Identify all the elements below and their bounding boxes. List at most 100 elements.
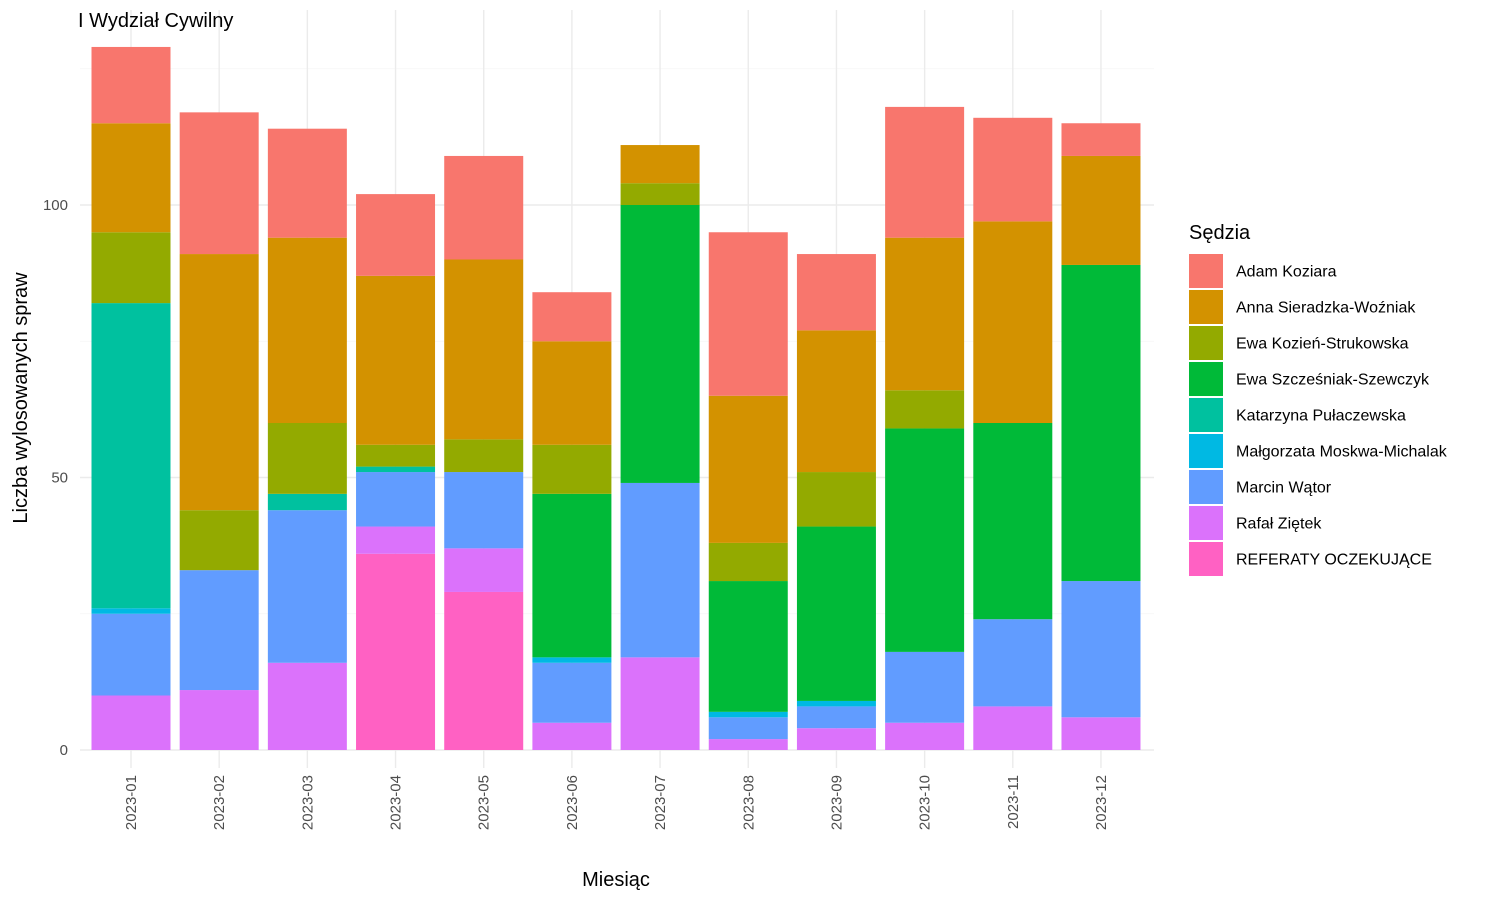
x-tick-label: 2023-11 xyxy=(1005,775,1022,829)
bar-segment: Adam Koziara: 15 xyxy=(356,194,436,276)
x-tick-label: 2023-04 xyxy=(388,775,405,830)
bar-segment: Adam Koziara: 14 xyxy=(796,254,876,331)
bar-segment: Rafał Ziętek: 8 xyxy=(973,706,1053,750)
bar-segment: Marcin Wątor: 13 xyxy=(885,651,965,723)
bar-segment: Rafał Ziętek: 16 xyxy=(267,662,347,750)
bar-segment: Rafał Ziętek: 4 xyxy=(796,728,876,750)
bar-segment: Ewa Kozień-Strukowska: 13 xyxy=(91,232,171,304)
bar-segment: Adam Koziara: 9 xyxy=(532,292,612,342)
legend-label: Ewa Szcześniak-Szewczyk xyxy=(1236,372,1430,389)
x-tick-label: 2023-08 xyxy=(740,775,757,830)
bar-segment: Rafał Ziętek: 5 xyxy=(356,526,436,554)
y-tick-label: 0 xyxy=(60,742,68,759)
legend-title: Sędzia xyxy=(1189,222,1251,244)
bar-segment: Ewa Szcześniak-Szewczyk: 32 xyxy=(796,526,876,701)
x-tick-label: 2023-07 xyxy=(652,775,669,830)
legend-swatch xyxy=(1189,434,1223,468)
bar-segment: Marcin Wątor: 10 xyxy=(356,472,436,527)
bar-segment: Małgorzata Moskwa-Michalak: 1 xyxy=(796,700,876,707)
bar-segment: Adam Koziara: 14 xyxy=(91,46,171,124)
y-tick-label: 50 xyxy=(51,470,68,487)
bar-segment: Anna Sieradzka-Woźniak: 19 xyxy=(532,341,612,445)
legend-label: Adam Koziara xyxy=(1236,264,1337,281)
legend-label: Ewa Kozień-Strukowska xyxy=(1236,336,1409,353)
bar-segment: Marcin Wątor: 28 xyxy=(267,510,347,663)
x-tick-label: 2023-01 xyxy=(123,775,140,830)
bar-segment: Anna Sieradzka-Woźniak: 20 xyxy=(1061,155,1141,265)
bar-segment: Anna Sieradzka-Woźniak: 28 xyxy=(885,237,965,391)
bar-segment: Marcin Wątor: 11 xyxy=(532,662,612,723)
bar-segment: Adam Koziara: 6 xyxy=(1061,123,1141,156)
legend-label: Katarzyna Pułaczewska xyxy=(1236,408,1406,425)
legend-label: Anna Sieradzka-Woźniak xyxy=(1236,300,1416,317)
bar-segment: Rafał Ziętek: 17 xyxy=(620,657,700,750)
bar-segment: Rafał Ziętek: 5 xyxy=(532,722,612,750)
bar-segment: Marcin Wątor: 14 xyxy=(444,472,524,549)
bar-segment: Rafał Ziętek: 10 xyxy=(91,695,171,750)
bar-segment: Rafał Ziętek: 8 xyxy=(444,548,524,592)
bar-segment: Anna Sieradzka-Woźniak: 47 xyxy=(179,254,259,511)
bar-segment: Katarzyna Pułaczewska: 3 xyxy=(267,493,347,511)
legend-swatch xyxy=(1189,470,1223,504)
bar-segment: Ewa Kozień-Strukowska: 13 xyxy=(267,423,347,494)
legend-swatch xyxy=(1189,326,1223,360)
bar-segment: Marcin Wątor: 32 xyxy=(620,482,700,658)
bar-segment: Adam Koziara: 24 xyxy=(885,106,965,238)
bar-segment: Adam Koziara: 26 xyxy=(179,112,259,255)
bar-segment: Ewa Kozień-Strukowska: 7 xyxy=(708,542,788,582)
x-tick-label: 2023-06 xyxy=(564,775,581,830)
bar-segment: Ewa Kozień-Strukowska: 9 xyxy=(532,444,612,494)
legend-label: Małgorzata Moskwa-Michalak xyxy=(1236,444,1448,461)
legend-swatch xyxy=(1189,254,1223,288)
bar-segment: Małgorzata Moskwa-Michalak: 1 xyxy=(532,657,612,663)
bar-segment: REFERATY OCZEKUJĄCE: 36 xyxy=(356,553,436,750)
y-axis-title: Liczba wylosowanych spraw xyxy=(10,272,32,524)
bar-segment: Ewa Kozień-Strukowska: 4 xyxy=(620,183,700,205)
bar-segment: Adam Koziara: 20 xyxy=(267,128,347,238)
legend-label: Rafał Ziętek xyxy=(1236,516,1322,533)
x-axis-title: Miesiąc xyxy=(582,869,650,891)
bar-segment: Anna Sieradzka-Woźniak: 37 xyxy=(973,221,1053,423)
bar-segment: Rafał Ziętek: 6 xyxy=(1061,717,1141,750)
bar-segment: Ewa Kozień-Strukowska: 11 xyxy=(179,510,259,571)
bar-segment: Marcin Wątor: 4 xyxy=(708,717,788,740)
chart-title: I Wydział Cywilny xyxy=(78,10,233,32)
bar-segment: Marcin Wątor: 16 xyxy=(973,619,1053,707)
legend-swatch xyxy=(1189,542,1223,576)
bar-segment: Anna Sieradzka-Woźniak: 33 xyxy=(444,259,524,440)
bar-segment: Małgorzata Moskwa-Michalak: 1 xyxy=(91,608,171,614)
bar-segment: Anna Sieradzka-Woźniak: 20 xyxy=(91,123,171,233)
legend-label: REFERATY OCZEKUJĄCE xyxy=(1236,552,1432,569)
x-tick-label: 2023-10 xyxy=(917,775,934,830)
bar-segment: Ewa Szcześniak-Szewczyk: 41 xyxy=(885,428,965,652)
bar-segment: Adam Koziara: 30 xyxy=(708,232,788,396)
x-tick-label: 2023-03 xyxy=(299,775,316,830)
bar-segment: Marcin Wątor: 25 xyxy=(1061,581,1141,718)
bar-segment: Ewa Szcześniak-Szewczyk: 24 xyxy=(708,581,788,712)
bar-segment: Ewa Szcześniak-Szewczyk: 51 xyxy=(620,205,700,483)
x-tick-label: 2023-09 xyxy=(828,775,845,830)
legend-swatch xyxy=(1189,290,1223,324)
bar-segment: Marcin Wątor: 15 xyxy=(91,613,171,696)
bar-segment: Anna Sieradzka-Woźniak: 34 xyxy=(267,237,347,423)
legend-label: Marcin Wątor xyxy=(1236,480,1332,497)
bar-segment: Adam Koziara: 19 xyxy=(973,117,1053,222)
y-tick-label: 100 xyxy=(43,197,68,214)
legend-swatch xyxy=(1189,362,1223,396)
legend-swatch xyxy=(1189,506,1223,540)
bar-segment: Anna Sieradzka-Woźniak: 27 xyxy=(708,395,788,543)
bar-segment: Ewa Kozień-Strukowska: 10 xyxy=(796,472,876,527)
legend-swatch xyxy=(1189,398,1223,432)
bar-segment: Marcin Wątor: 4 xyxy=(796,706,876,729)
bar-segment: Ewa Szcześniak-Szewczyk: 36 xyxy=(973,423,1053,620)
bar-segment: Anna Sieradzka-Woźniak: 26 xyxy=(796,330,876,473)
bars: Rafał Ziętek: 10Marcin Wątor: 15Małgorza… xyxy=(91,46,1141,750)
x-tick-label: 2023-05 xyxy=(476,775,493,830)
bar-segment: Ewa Kozień-Strukowska: 6 xyxy=(444,439,524,473)
bar-segment: Adam Koziara: 19 xyxy=(444,155,524,260)
bar-segment: Anna Sieradzka-Woźniak: 31 xyxy=(356,275,436,445)
bar-segment: Małgorzata Moskwa-Michalak: 1 xyxy=(708,711,788,718)
bar-segment: Rafał Ziętek: 5 xyxy=(885,722,965,750)
bar-segment: Ewa Kozień-Strukowska: 4 xyxy=(356,444,436,467)
